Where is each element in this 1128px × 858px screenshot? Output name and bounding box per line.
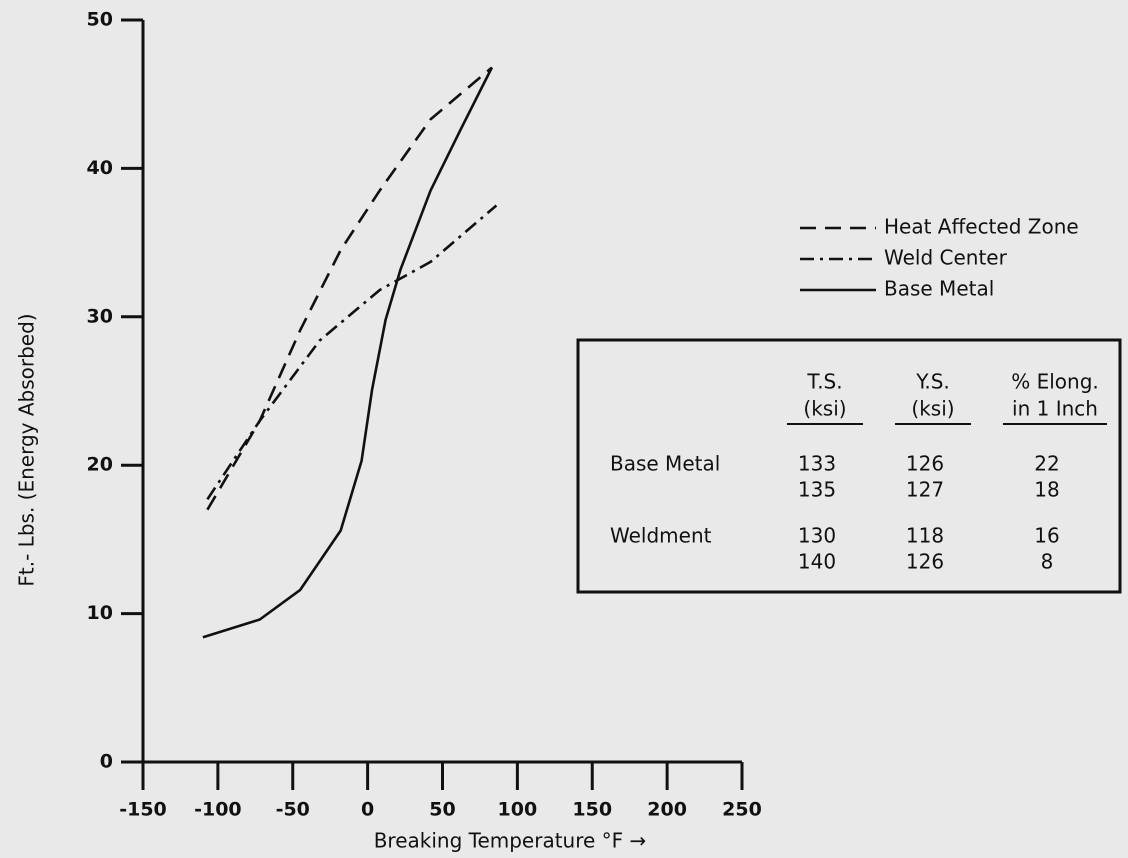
page: {"chart_data": {"type": "line", "xlabel"… bbox=[0, 0, 1128, 858]
row-label: Base Metal bbox=[610, 452, 720, 476]
x-tick-label: -100 bbox=[194, 799, 242, 821]
table-cell: 126 bbox=[906, 452, 944, 476]
x-tick-label: -50 bbox=[276, 799, 310, 821]
table-cell: 127 bbox=[906, 478, 944, 502]
y-axis-title: Ft.- Lbs. (Energy Absorbed) bbox=[15, 313, 39, 586]
y-tick-label: 30 bbox=[87, 305, 113, 327]
table-header: (ksi) bbox=[803, 397, 846, 421]
x-tick-label: 200 bbox=[647, 799, 687, 821]
x-tick-label: 50 bbox=[429, 799, 455, 821]
series-line bbox=[203, 68, 492, 638]
y-tick-label: 40 bbox=[87, 157, 113, 179]
chart: Ft.- Lbs. (Energy Absorbed) Breaking Tem… bbox=[0, 0, 1128, 858]
table-cell: 18 bbox=[1034, 478, 1059, 502]
x-tick-label: 0 bbox=[361, 799, 374, 821]
x-axis-title: Breaking Temperature °F → bbox=[374, 829, 647, 853]
y-tick-label: 10 bbox=[87, 602, 113, 624]
table-header: (ksi) bbox=[911, 397, 954, 421]
table-cell: 130 bbox=[798, 524, 836, 548]
x-tick-label: 250 bbox=[722, 799, 762, 821]
table-cell: 8 bbox=[1041, 550, 1054, 574]
table-cell: 140 bbox=[798, 550, 836, 574]
legend-label: Heat Affected Zone bbox=[884, 215, 1079, 239]
table-header: T.S. bbox=[806, 370, 842, 394]
table-header: Y.S. bbox=[915, 370, 950, 394]
series-line bbox=[207, 68, 492, 510]
x-tick-label: 100 bbox=[498, 799, 538, 821]
y-tick-label: 0 bbox=[100, 751, 113, 773]
table-cell: 118 bbox=[906, 524, 944, 548]
x-tick-label: 150 bbox=[572, 799, 612, 821]
table-cell: 135 bbox=[798, 478, 836, 502]
row-label: Weldment bbox=[610, 524, 712, 548]
y-tick-label: 50 bbox=[87, 9, 113, 31]
table-header: % Elong. bbox=[1011, 370, 1099, 394]
legend-label: Base Metal bbox=[884, 277, 994, 301]
table-cell: 133 bbox=[798, 452, 836, 476]
table-header: in 1 Inch bbox=[1012, 397, 1098, 421]
x-tick-label: -150 bbox=[119, 799, 167, 821]
series-line bbox=[207, 206, 496, 500]
table-cell: 22 bbox=[1034, 452, 1059, 476]
table-cell: 126 bbox=[906, 550, 944, 574]
y-tick-label: 20 bbox=[87, 454, 113, 476]
legend-label: Weld Center bbox=[884, 246, 1008, 270]
table-cell: 16 bbox=[1034, 524, 1059, 548]
